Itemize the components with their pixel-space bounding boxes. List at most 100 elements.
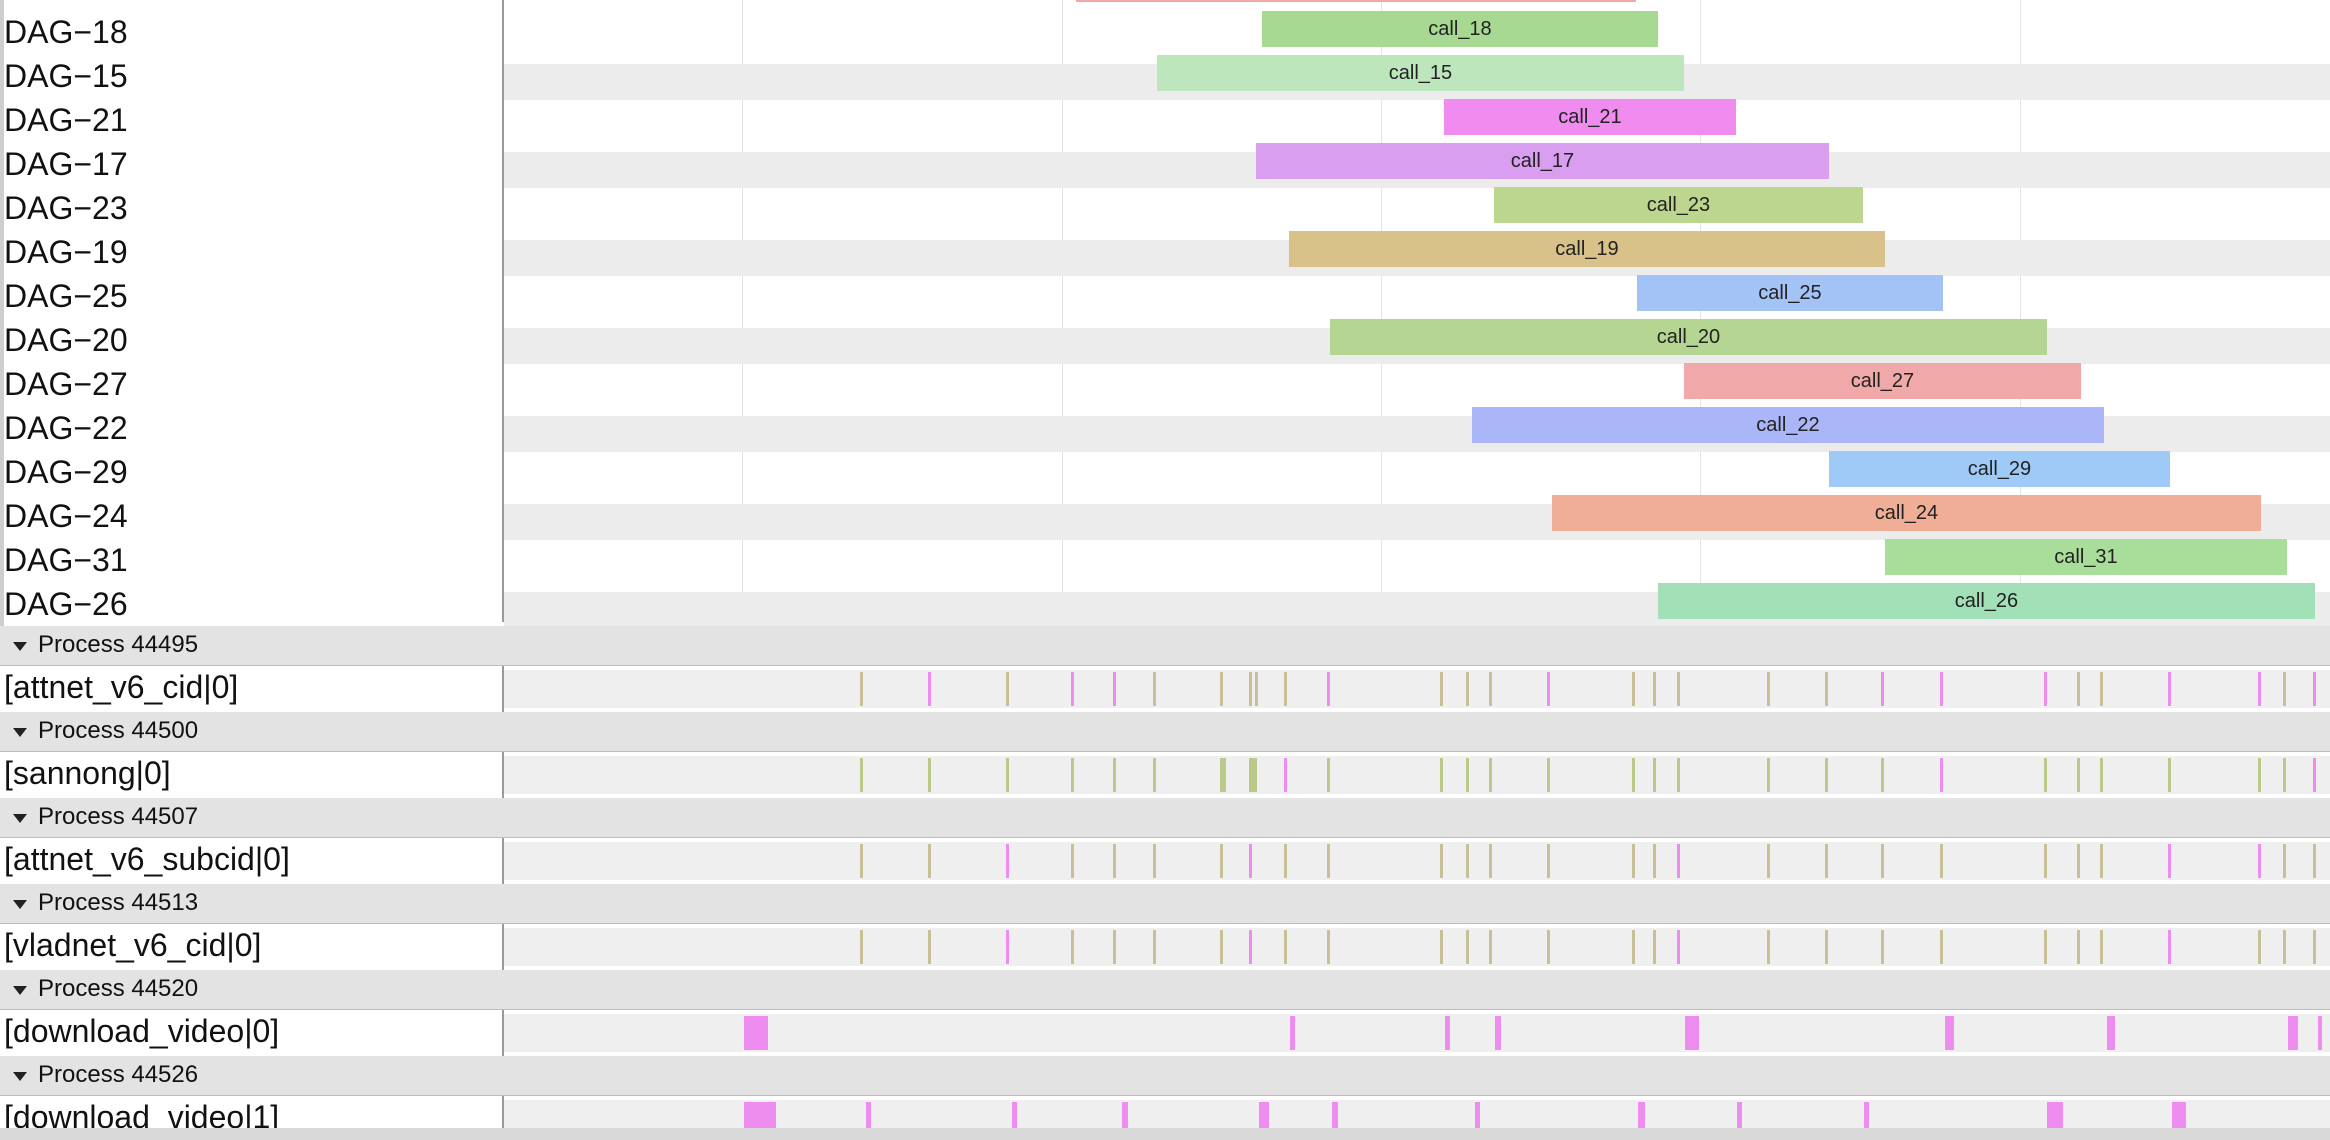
- thread-slice[interactable]: [1825, 844, 1828, 878]
- thread-slice[interactable]: [1220, 930, 1223, 964]
- thread-slice[interactable]: [1122, 1102, 1128, 1136]
- timeline-bar[interactable]: call_23: [1494, 187, 1863, 223]
- thread-slice[interactable]: [1767, 672, 1770, 706]
- thread-slice[interactable]: [1440, 758, 1443, 792]
- thread-slice[interactable]: [2313, 758, 2316, 792]
- thread-slice[interactable]: [1632, 930, 1635, 964]
- thread-slice[interactable]: [1071, 844, 1074, 878]
- thread-slice[interactable]: [1940, 672, 1943, 706]
- thread-slice[interactable]: [860, 930, 863, 964]
- thread-slice[interactable]: [1327, 758, 1330, 792]
- thread-slice[interactable]: [2258, 930, 2261, 964]
- thread-slice[interactable]: [1940, 758, 1943, 792]
- thread-slice[interactable]: [1677, 672, 1680, 706]
- thread-slice[interactable]: [1466, 844, 1469, 878]
- process-header[interactable]: Process 44500: [0, 712, 2330, 752]
- thread-slice[interactable]: [2047, 1102, 2063, 1136]
- thread-slice[interactable]: [1940, 930, 1943, 964]
- process-header[interactable]: Process 44513: [0, 884, 2330, 924]
- thread-slice[interactable]: [1006, 844, 1009, 878]
- thread-slice[interactable]: [2100, 930, 2103, 964]
- thread-slice[interactable]: [1327, 930, 1330, 964]
- thread-slice[interactable]: [1495, 1016, 1501, 1050]
- thread-slice[interactable]: [2258, 844, 2261, 878]
- thread-slice[interactable]: [1255, 672, 1258, 706]
- thread-slice[interactable]: [1547, 844, 1550, 878]
- timeline-bar[interactable]: call_20: [1330, 319, 2047, 355]
- thread-slice[interactable]: [1006, 930, 1009, 964]
- thread-slice[interactable]: [1677, 758, 1680, 792]
- thread-slice[interactable]: [928, 672, 931, 706]
- thread-slice[interactable]: [2100, 758, 2103, 792]
- thread-slice[interactable]: [2168, 672, 2171, 706]
- thread-slice[interactable]: [2258, 672, 2261, 706]
- thread-slice[interactable]: [1881, 672, 1884, 706]
- thread-slice[interactable]: [1012, 1102, 1017, 1136]
- horizontal-scrollbar[interactable]: [0, 1128, 2330, 1140]
- thread-slice[interactable]: [2313, 930, 2316, 964]
- thread-slice[interactable]: [2288, 1016, 2298, 1050]
- thread-slice[interactable]: [1638, 1102, 1645, 1136]
- thread-slice[interactable]: [1220, 672, 1223, 706]
- thread-slice[interactable]: [1071, 758, 1074, 792]
- process-header[interactable]: Process 44526: [0, 1056, 2330, 1096]
- thread-slice[interactable]: [1489, 758, 1492, 792]
- thread-slice[interactable]: [1113, 930, 1116, 964]
- timeline-bar[interactable]: call_29: [1829, 451, 2170, 487]
- thread-slice[interactable]: [1945, 1016, 1954, 1050]
- thread-slice[interactable]: [2044, 672, 2047, 706]
- thread-slice[interactable]: [1113, 672, 1116, 706]
- timeline-bar[interactable]: call_25: [1637, 275, 1943, 311]
- thread-slice[interactable]: [1653, 844, 1656, 878]
- thread-slice[interactable]: [1153, 844, 1156, 878]
- thread-slice[interactable]: [1632, 844, 1635, 878]
- thread-slice[interactable]: [1327, 672, 1330, 706]
- thread-slice[interactable]: [1547, 930, 1550, 964]
- thread-slice[interactable]: [1547, 672, 1550, 706]
- thread-slice[interactable]: [1475, 1102, 1480, 1136]
- thread-slice[interactable]: [1327, 844, 1330, 878]
- caret-down-icon[interactable]: [13, 814, 27, 823]
- thread-slice[interactable]: [1881, 930, 1884, 964]
- thread-slice[interactable]: [2318, 1016, 2322, 1050]
- caret-down-icon[interactable]: [13, 642, 27, 651]
- thread-slice[interactable]: [1489, 672, 1492, 706]
- thread-slice[interactable]: [1284, 930, 1287, 964]
- thread-slice[interactable]: [1881, 758, 1884, 792]
- timeline-bar[interactable]: call_24: [1552, 495, 2261, 531]
- thread-slice[interactable]: [1677, 844, 1680, 878]
- thread-slice[interactable]: [1767, 844, 1770, 878]
- thread-slice[interactable]: [860, 672, 863, 706]
- process-header[interactable]: Process 44507: [0, 798, 2330, 838]
- caret-down-icon[interactable]: [13, 900, 27, 909]
- thread-slice[interactable]: [860, 844, 863, 878]
- thread-slice[interactable]: [1737, 1102, 1742, 1136]
- thread-slice[interactable]: [928, 844, 931, 878]
- thread-slice[interactable]: [866, 1102, 871, 1136]
- timeline-bar[interactable]: call_27: [1684, 363, 2081, 399]
- timeline-bar[interactable]: call_19: [1289, 231, 1885, 267]
- thread-slice[interactable]: [2044, 844, 2047, 878]
- process-header[interactable]: Process 44520: [0, 970, 2330, 1010]
- thread-slice[interactable]: [1006, 758, 1009, 792]
- timeline-bar[interactable]: call_18: [1262, 11, 1658, 47]
- thread-slice[interactable]: [1259, 1102, 1269, 1136]
- timeline-bar[interactable]: call_31: [1885, 539, 2287, 575]
- timeline-bar[interactable]: call_22: [1472, 407, 2104, 443]
- thread-slice[interactable]: [1825, 672, 1828, 706]
- thread-slice[interactable]: [1825, 930, 1828, 964]
- thread-slice[interactable]: [2172, 1102, 2186, 1136]
- thread-slice[interactable]: [1006, 672, 1009, 706]
- timeline-bar[interactable]: call_26: [1658, 583, 2315, 619]
- process-header[interactable]: Process 44495: [0, 626, 2330, 666]
- thread-slice[interactable]: [2077, 672, 2080, 706]
- thread-slice[interactable]: [1284, 758, 1287, 792]
- thread-slice[interactable]: [1113, 758, 1116, 792]
- thread-slice[interactable]: [1113, 844, 1116, 878]
- thread-slice[interactable]: [860, 758, 863, 792]
- thread-slice[interactable]: [1825, 758, 1828, 792]
- caret-down-icon[interactable]: [13, 728, 27, 737]
- thread-slice[interactable]: [928, 758, 931, 792]
- thread-slice[interactable]: [2283, 844, 2286, 878]
